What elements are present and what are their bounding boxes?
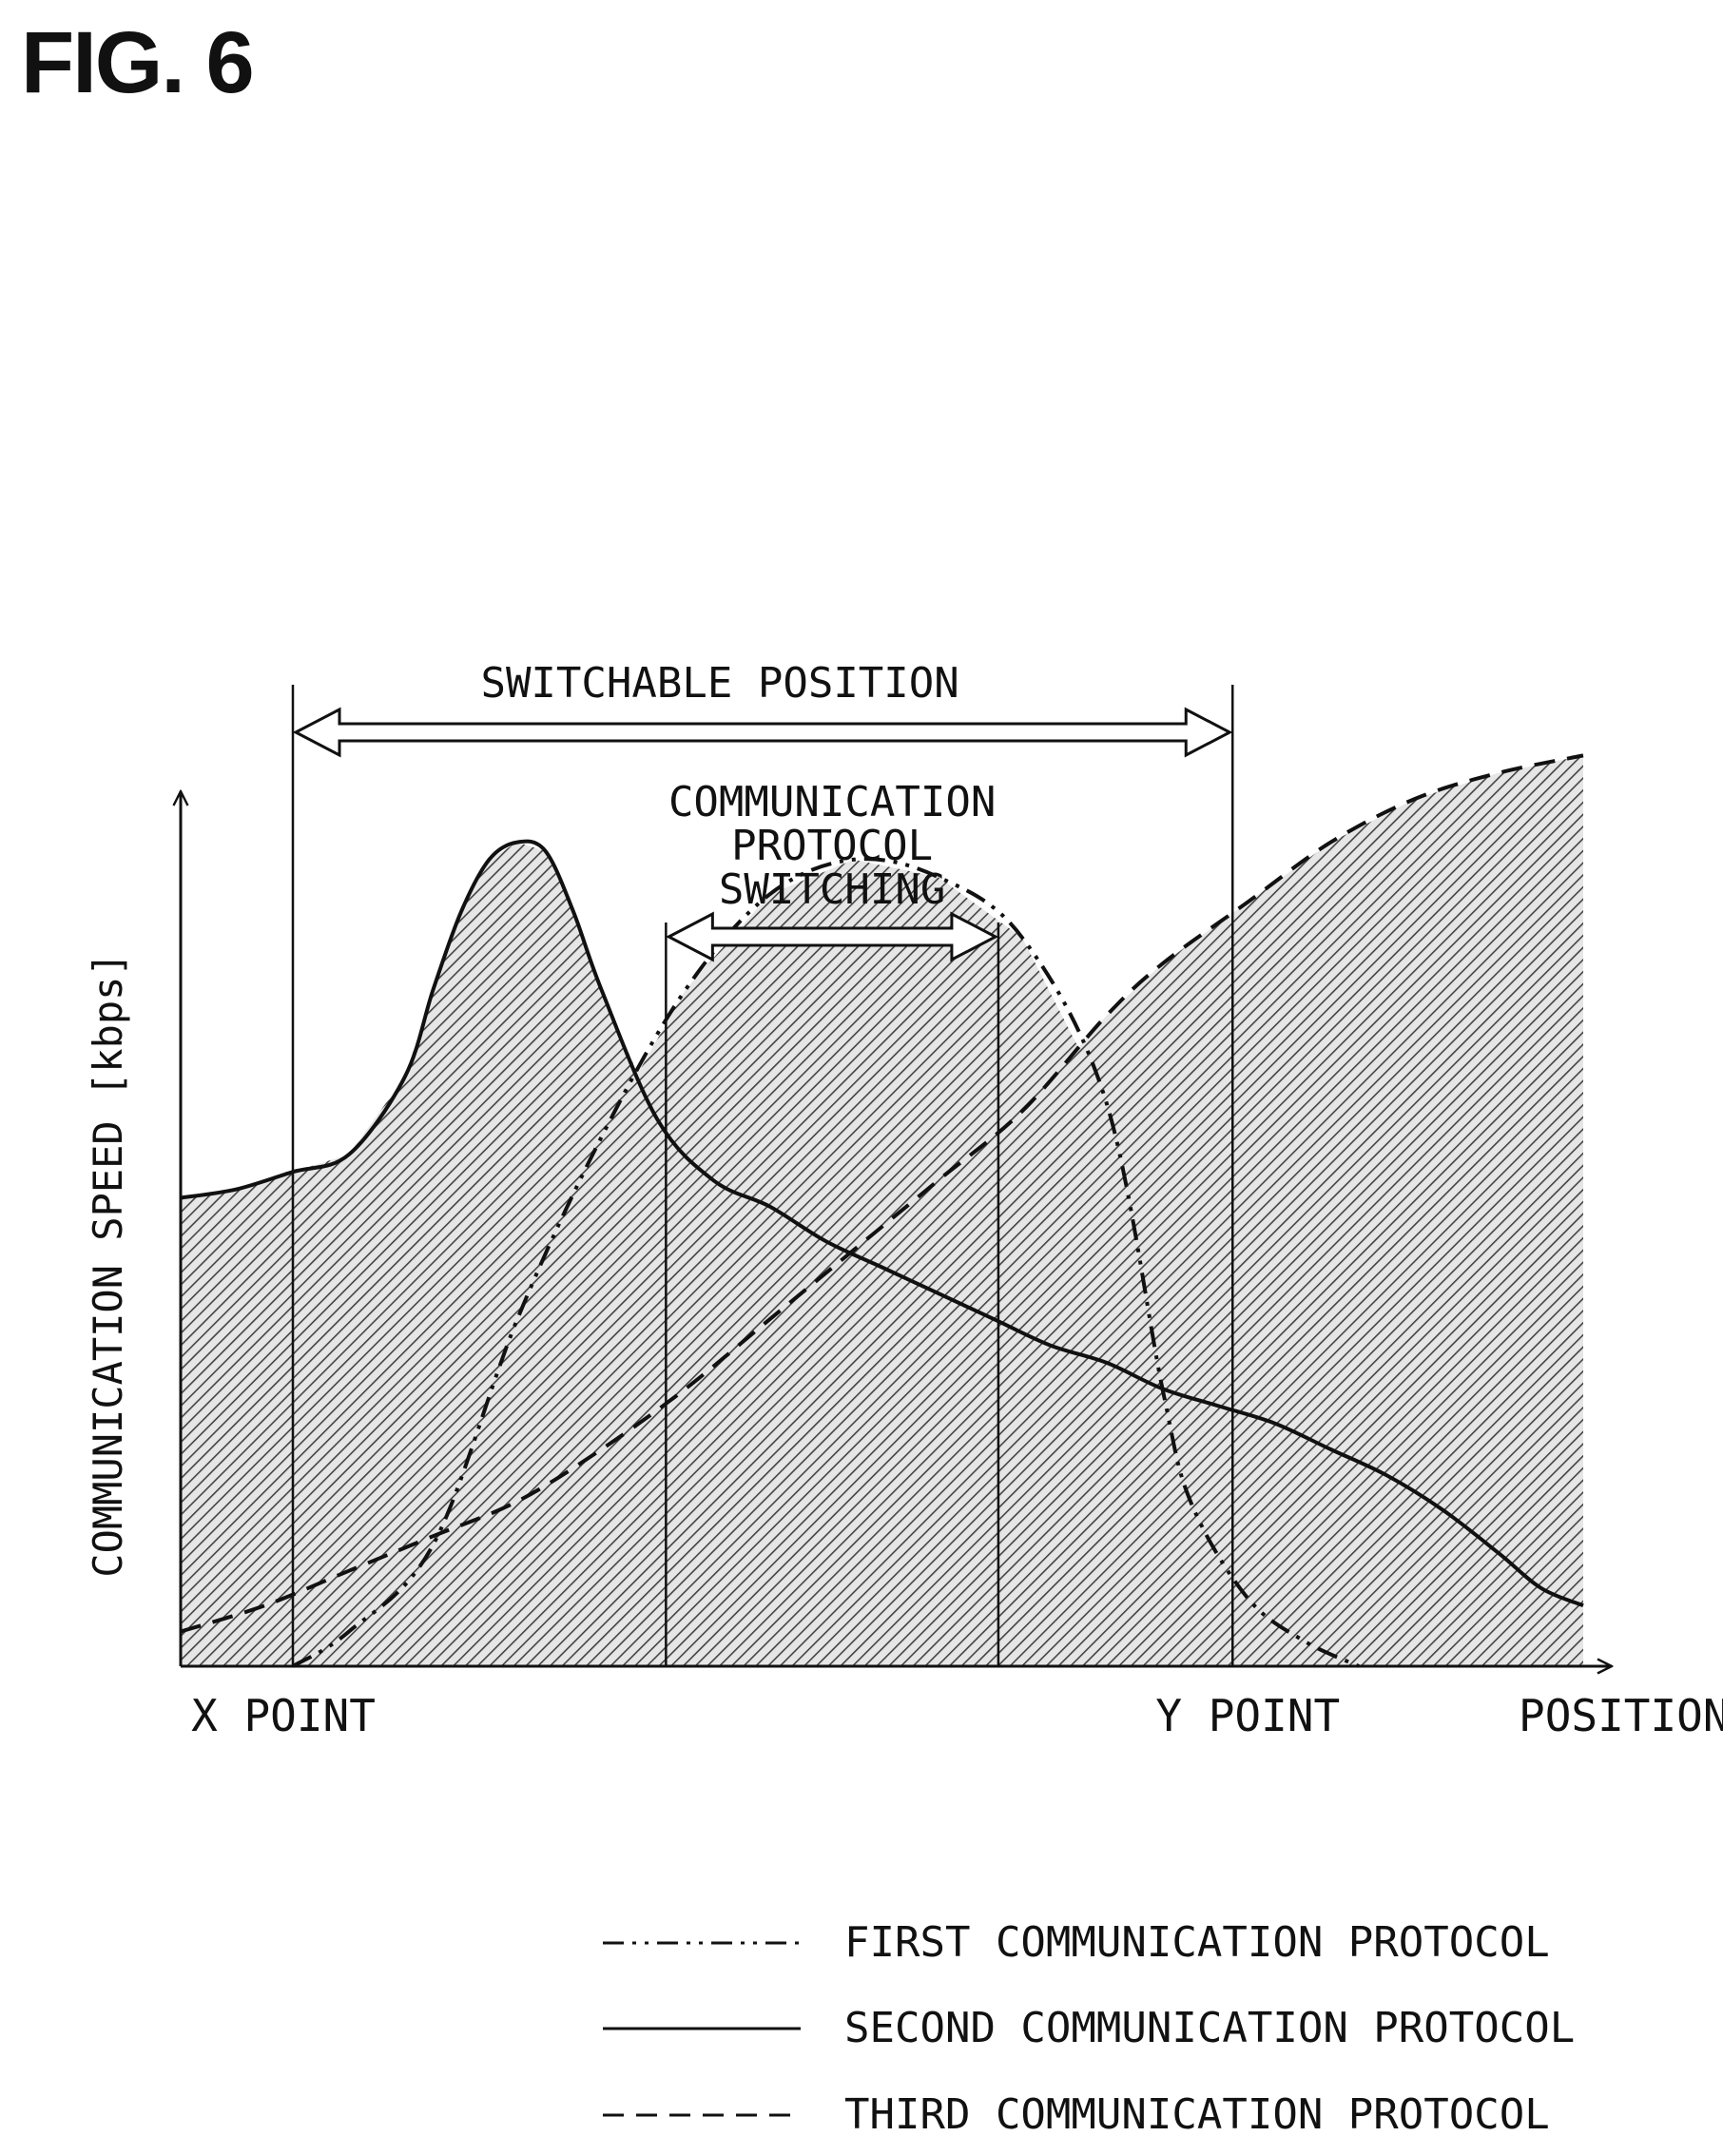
legend: FIRST COMMUNICATION PROTOCOL SECOND COMMU…	[603, 1918, 1575, 2139]
y-axis-label: COMMUNICATION SPEED [kbps]	[85, 952, 131, 1577]
protocol-switching-label-line-1: COMMUNICATION	[668, 778, 996, 826]
third-protocol-line	[180, 753, 1584, 1634]
x-tick-label-x-point: X POINT	[191, 1690, 376, 1741]
switchable-position-arrow	[292, 707, 1233, 758]
annotations: SWITCHABLE POSITION COMMUNICATION PROTOC…	[292, 659, 1233, 962]
x-tick-label-y-point: Y POINT	[1155, 1690, 1340, 1741]
protocol-switching-label-line-3: SWITCHING	[719, 865, 945, 914]
legend-label-1: FIRST COMMUNICATION PROTOCOL	[844, 1918, 1550, 1967]
legend-label-2: SECOND COMMUNICATION PROTOCOL	[844, 2004, 1575, 2052]
protocol-switching-arrow	[666, 911, 999, 962]
series-lines	[180, 753, 1584, 1668]
figure-title: FIG. 6	[21, 14, 255, 111]
switchable-position-label: SWITCHABLE POSITION	[480, 659, 958, 708]
first-protocol-line	[291, 857, 1360, 1668]
legend-label-3: THIRD COMMUNICATION PROTOCOL	[844, 2090, 1550, 2139]
reference-lines	[291, 685, 1234, 1666]
x-axis-label: POSITION	[1519, 1690, 1723, 1741]
protocol-switching-label-line-2: PROTOCOL	[731, 822, 933, 870]
second-protocol-line	[180, 839, 1584, 1608]
